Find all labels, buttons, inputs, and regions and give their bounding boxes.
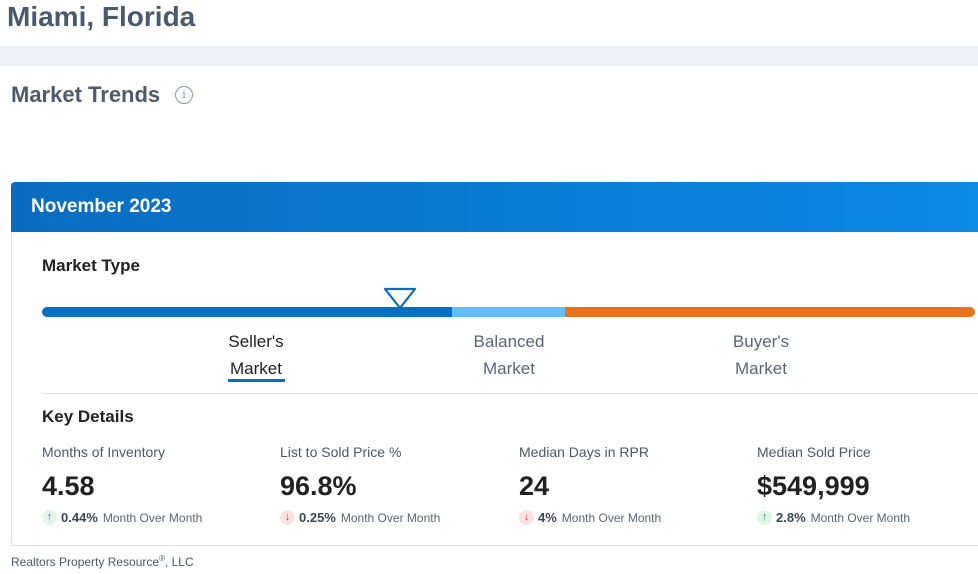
metric-months-of-inventory: Months of Inventory 4.58 ↑ 0.44% Month Ove… <box>42 443 272 525</box>
metric-label: List to Sold Price % <box>280 444 402 460</box>
footer-name: Realtors Property Resource <box>11 555 160 569</box>
balanced-market-segment <box>452 307 565 317</box>
market-type-label: Market Type <box>42 256 140 275</box>
page-title: Miami, Florida <box>7 1 196 32</box>
metric-value: 24 <box>519 471 550 501</box>
metric-value: $549,999 <box>757 471 870 501</box>
metric-change: ↑ 0.44% Month Over Month <box>42 510 272 525</box>
selected-underline <box>228 379 285 382</box>
metric-label: Months of Inventory <box>42 444 165 460</box>
balanced-market-label: Balanced Market <box>439 328 579 382</box>
change-period: Month Over Month <box>340 510 441 525</box>
metric-value: 96.8% <box>280 471 357 501</box>
arrow-up-icon: ↑ <box>757 510 772 525</box>
change-period: Month Over Month <box>561 510 662 525</box>
arrow-down-icon: ↓ <box>519 510 534 525</box>
divider-band <box>0 46 978 66</box>
sellers-market-segment <box>42 307 452 317</box>
market-indicator-icon <box>383 287 417 310</box>
card-month: November 2023 <box>31 196 172 217</box>
sellers-market-label: Seller's Market <box>186 328 326 382</box>
label-line: Market <box>735 359 787 378</box>
section-title: Market Trends <box>11 82 161 107</box>
arrow-up-icon: ↑ <box>42 510 57 525</box>
label-line: Market <box>230 359 282 378</box>
metric-change: ↓ 4% Month Over Month <box>519 510 749 525</box>
metric-value: 4.58 <box>42 471 95 501</box>
label-line: Buyer's <box>732 332 790 351</box>
change-period: Month Over Month <box>102 510 203 525</box>
label-line: Market <box>483 359 535 378</box>
label-line: Seller's <box>228 332 284 351</box>
divider <box>42 393 978 394</box>
footer-suffix: , LLC <box>164 555 194 569</box>
info-icon[interactable]: i <box>175 86 193 104</box>
metric-label: Median Sold Price <box>757 444 871 460</box>
metric-change: ↑ 2.8% Month Over Month <box>757 510 978 525</box>
card-header <box>11 182 978 232</box>
metric-change: ↓ 0.25% Month Over Month <box>280 510 510 525</box>
metric-label: Median Days in RPR <box>519 444 649 460</box>
change-period: Month Over Month <box>810 510 911 525</box>
buyers-market-label: Buyer's Market <box>691 328 831 382</box>
key-details-label: Key Details <box>42 407 134 426</box>
metric-median-days: Median Days in RPR 24 ↓ 4% Month Over Mont… <box>519 443 749 525</box>
metric-list-to-sold: List to Sold Price % 96.8% ↓ 0.25% Month O… <box>280 443 510 525</box>
metric-median-sold-price: Median Sold Price $549,999 ↑ 2.8% Month Ov… <box>757 443 978 525</box>
arrow-down-icon: ↓ <box>280 510 295 525</box>
change-value: 2.8% <box>776 510 806 525</box>
registered-mark: ® <box>159 554 165 563</box>
change-value: 0.44% <box>61 510 98 525</box>
label-line: Balanced <box>473 332 545 351</box>
footer-credit: Realtors Property Resource®, LLC <box>11 554 194 569</box>
change-value: 0.25% <box>299 510 336 525</box>
change-value: 4% <box>538 510 557 525</box>
buyers-market-segment <box>565 307 975 317</box>
